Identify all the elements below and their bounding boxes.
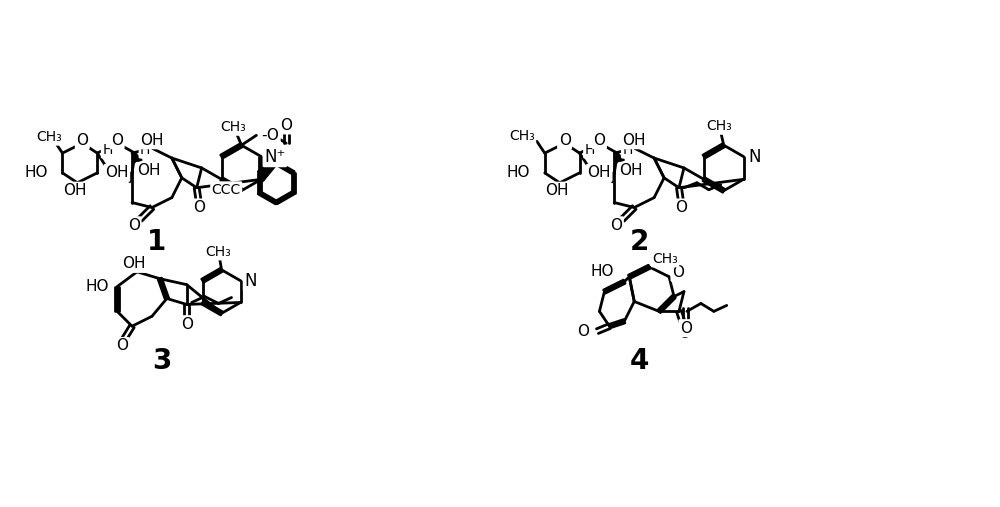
Text: HO: HO [24,165,48,180]
Text: CH₃: CH₃ [37,130,62,144]
Text: OH: OH [63,183,86,198]
Text: H: H [622,143,633,157]
Text: CH₃: CH₃ [206,245,231,259]
Text: 3: 3 [152,347,172,375]
Text: N⁺: N⁺ [264,148,286,166]
Text: HO: HO [86,279,109,294]
Text: O: O [675,200,687,215]
Text: OH: OH [545,183,568,198]
Text: O: O [578,323,590,339]
Text: CH₃: CH₃ [706,120,732,133]
Text: CH₃: CH₃ [652,252,678,266]
Text: OH: OH [140,133,164,148]
Text: 2: 2 [630,228,649,256]
Text: N: N [244,272,257,289]
Text: HO: HO [591,264,614,279]
Text: CH₃: CH₃ [221,120,246,134]
Text: OH: OH [137,163,161,178]
Text: 4: 4 [630,347,649,375]
Text: O: O [76,133,88,148]
Text: O: O [678,325,690,341]
Text: OH: OH [105,165,129,180]
Text: O: O [593,133,605,148]
Text: CH₃: CH₃ [509,129,535,143]
Text: O: O [193,200,205,215]
Text: O: O [181,317,193,332]
Text: OH: OH [122,257,146,271]
Text: CCC: CCC [212,183,241,197]
Text: O: O [128,218,140,233]
Text: N: N [749,148,761,166]
Text: O: O [672,265,684,280]
Text: O: O [559,133,571,148]
Text: O: O [680,320,692,336]
Text: H: H [585,143,595,157]
Text: O: O [610,218,622,233]
Text: O: O [111,133,123,148]
Text: O: O [280,118,292,133]
Text: H: H [102,143,113,157]
Text: HO: HO [506,165,530,180]
Text: OH: OH [588,165,611,180]
Text: OH: OH [623,133,646,148]
Text: 1: 1 [147,228,167,256]
Text: OH: OH [619,163,643,178]
Text: H: H [140,143,150,157]
Text: -O: -O [261,128,279,143]
Text: O: O [116,339,128,353]
